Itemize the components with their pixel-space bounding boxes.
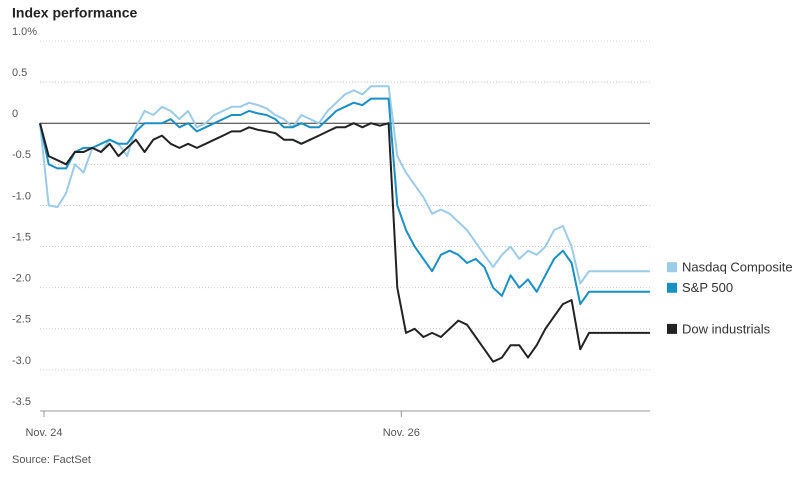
source: Source: FactSet: [12, 454, 91, 466]
y-tick-label: 0: [12, 108, 18, 120]
y-tick-label: -2.0: [12, 273, 31, 285]
y-tick-label: -2.5: [12, 314, 31, 326]
legend-swatch: [667, 262, 677, 273]
series-line: [39, 122, 650, 363]
legend-label: Dow industrials: [682, 321, 771, 336]
x-tick-label: Nov. 24: [25, 427, 62, 439]
legend-label: S&P 500: [682, 280, 733, 295]
y-tick-label: -3.0: [12, 355, 31, 367]
y-tick-label: -3.5: [12, 396, 31, 408]
series-line: [39, 97, 650, 306]
legend-swatch: [667, 282, 677, 293]
y-tick-label: -1.5: [12, 231, 31, 243]
y-tick-label: -0.5: [12, 149, 31, 161]
legend-swatch: [667, 323, 677, 334]
y-tick-label: 0.5: [12, 67, 27, 79]
y-tick-label: 1.0%: [12, 26, 37, 38]
x-tick-label: Nov. 26: [383, 427, 420, 439]
series-line: [39, 85, 650, 285]
legend-label: Nasdaq Composite: [682, 260, 793, 275]
y-tick-label: -1.0: [12, 190, 31, 202]
chart-title: Index performance: [12, 5, 137, 21]
